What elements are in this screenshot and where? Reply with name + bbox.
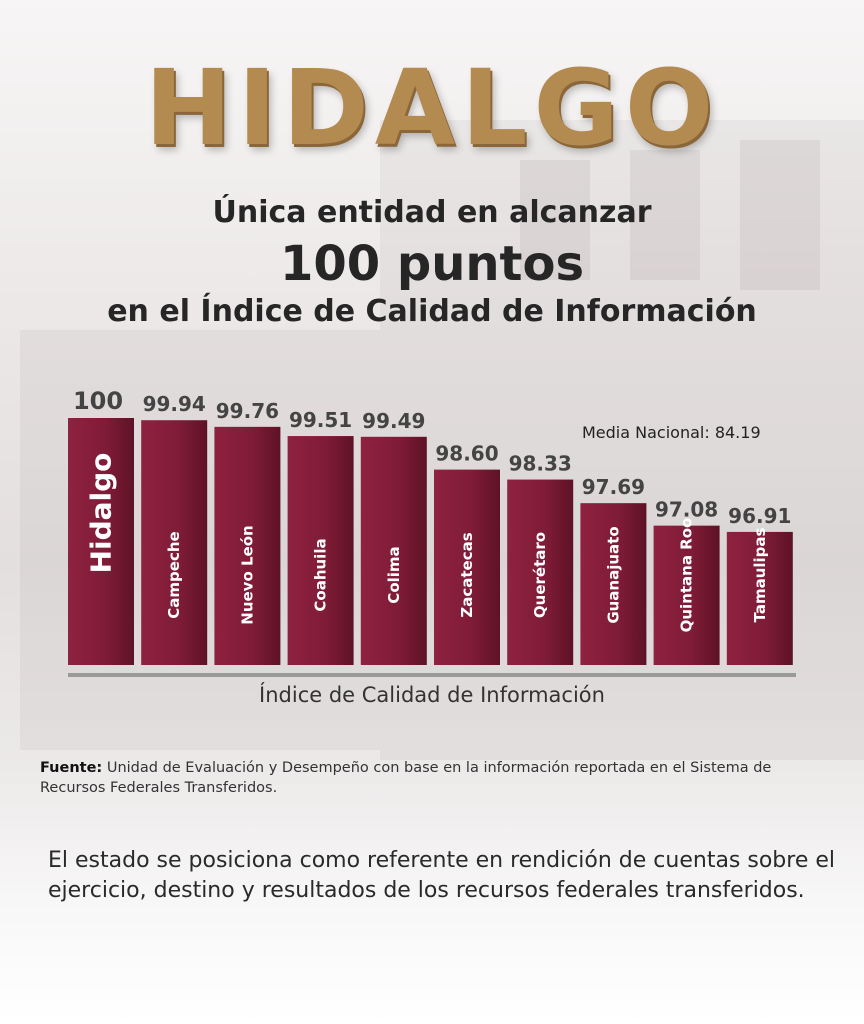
category-label: Quintana Roo xyxy=(678,518,696,633)
bar-guanajuato xyxy=(580,503,647,665)
category-label: Nuevo León xyxy=(238,525,256,624)
bar-nuevo-león xyxy=(214,426,281,665)
x-axis-line xyxy=(68,673,796,677)
source-text: Unidad de Evaluación y Desempeño con bas… xyxy=(40,760,772,796)
value-label: 99.94 xyxy=(143,392,206,416)
category-label: Hidalgo xyxy=(85,453,118,574)
category-label: Zacatecas xyxy=(458,532,476,617)
bar-colima xyxy=(360,436,427,665)
bar-tamaulipas xyxy=(726,531,793,665)
value-label: 96.91 xyxy=(728,504,791,528)
value-label: 99.49 xyxy=(362,409,425,433)
value-label: 99.51 xyxy=(289,408,352,432)
source-note: Fuente: Unidad de Evaluación y Desempeño… xyxy=(40,758,830,798)
bar-querétaro xyxy=(507,479,574,665)
category-label: Campeche xyxy=(165,531,183,618)
bar-coahuila xyxy=(287,436,354,665)
footer-text: El estado se posiciona como referente en… xyxy=(48,848,836,903)
category-label: Guanajuato xyxy=(604,526,622,623)
value-label: 97.08 xyxy=(655,498,718,522)
bar-chart: 100 Hidalgo 99.94 Campeche 99.76 Nuevo León 99… xyxy=(68,387,796,677)
value-label: 99.76 xyxy=(216,399,279,423)
media-nacional-annotation: Media Nacional: 84.19 xyxy=(582,423,761,442)
value-label: 98.60 xyxy=(435,442,498,466)
bar-hidalgo xyxy=(68,418,134,665)
main-title: HIDALGO xyxy=(144,47,720,169)
category-label: Colima xyxy=(385,546,403,603)
source-label: Fuente: xyxy=(40,760,103,776)
x-axis-label: Índice de Calidad de Información xyxy=(259,683,605,707)
headline-line-1: Única entidad en alcanzar xyxy=(212,195,652,230)
value-label: 100 xyxy=(73,387,123,415)
category-label: Coahuila xyxy=(312,538,330,611)
bar-zacatecas xyxy=(434,469,500,665)
background-window xyxy=(520,160,590,280)
bar-quintana-roo xyxy=(653,525,720,665)
category-label: Tamaulipas xyxy=(751,527,769,622)
headline-line-2: 100 puntos xyxy=(279,236,585,292)
value-label: 98.33 xyxy=(509,452,572,476)
bar-campeche xyxy=(141,420,208,665)
headline-line-3: en el Índice de Calidad de Información xyxy=(107,294,757,329)
background-window xyxy=(630,150,700,280)
bars-group: 100 Hidalgo 99.94 Campeche 99.76 Nuevo León 99… xyxy=(68,387,793,665)
value-label: 97.69 xyxy=(582,475,645,499)
background-window xyxy=(740,140,820,290)
category-label: Querétaro xyxy=(531,532,549,618)
